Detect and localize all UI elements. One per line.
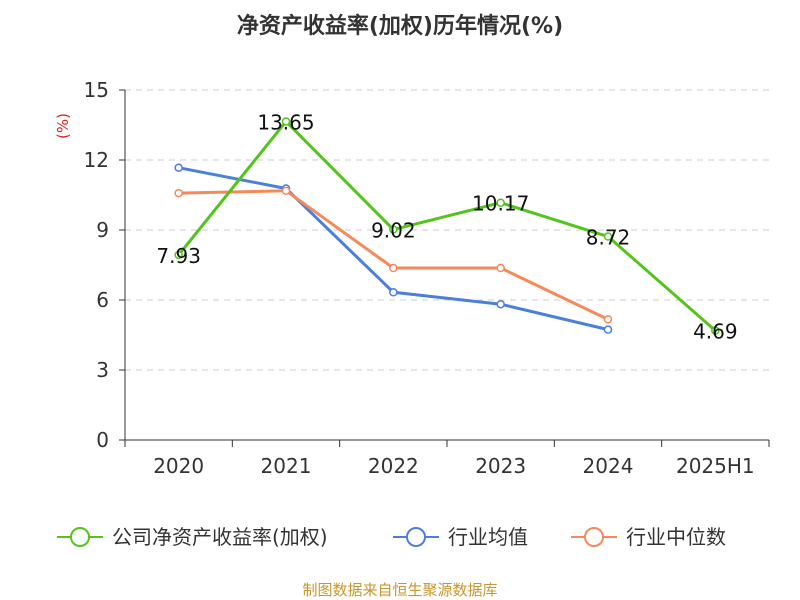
grid-lines xyxy=(125,89,769,371)
x-tick-label: 2020 xyxy=(153,454,204,478)
data-label: 7.93 xyxy=(156,244,201,268)
data-point xyxy=(711,326,720,335)
data-point xyxy=(603,325,613,334)
legend-item-label: 行业中位数 xyxy=(626,525,726,549)
legend-marker-circle xyxy=(584,527,604,547)
data-point xyxy=(603,232,613,241)
data-point xyxy=(281,186,291,196)
x-tick-label: 2021 xyxy=(261,454,312,478)
x-tick-label: 2023 xyxy=(475,454,526,478)
data-label: 8.72 xyxy=(586,226,631,250)
data-point xyxy=(174,250,183,260)
data-point xyxy=(389,225,398,234)
legend-item-label: 公司净资产收益率(加权) xyxy=(112,525,328,549)
x-tick-label: 2022 xyxy=(368,454,419,478)
chart-title: 净资产收益率(加权)历年情况(%) xyxy=(237,13,563,39)
data-point xyxy=(389,263,398,273)
legend: 公司净资产收益率(加权) 行业均值 行业中位数 xyxy=(57,525,726,549)
data-label: 10.17 xyxy=(472,192,529,216)
legend-marker-circle xyxy=(70,527,90,547)
source-note: 制图数据来自恒生聚源数据库 xyxy=(302,581,497,599)
axes: 0 3 6 9 12 15 2020 2021 2022 2023 2024 2025H1 xyxy=(84,78,770,478)
legend-marker-circle xyxy=(406,527,426,547)
y-axis-label: (%) xyxy=(54,113,72,139)
y-tick-label: 12 xyxy=(84,148,109,172)
x-tick-label: 2024 xyxy=(583,454,634,478)
data-point xyxy=(496,299,505,309)
y-tick-label: 3 xyxy=(96,358,109,382)
data-label: 9.02 xyxy=(371,219,416,243)
legend-item-label: 行业均值 xyxy=(448,525,528,549)
data-label: 4.69 xyxy=(693,320,738,344)
y-tick-label: 9 xyxy=(96,218,109,242)
data-point xyxy=(603,315,613,324)
y-tick-label: 0 xyxy=(96,428,109,452)
data-point xyxy=(496,263,505,273)
data-label: 13.65 xyxy=(257,111,314,135)
data-point xyxy=(174,188,183,198)
y-tick-label: 6 xyxy=(96,288,109,312)
data-point xyxy=(174,163,183,172)
data-point xyxy=(496,198,505,207)
data-point xyxy=(281,117,291,126)
data-labels: 7.93 13.65 9.02 10.17 8.72 4.69 xyxy=(156,111,737,344)
data-point xyxy=(389,288,398,297)
x-tick-label: 2025H1 xyxy=(676,454,755,478)
series-lines xyxy=(174,117,720,335)
series-line-0 xyxy=(177,120,717,332)
y-tick-label: 15 xyxy=(84,78,109,102)
